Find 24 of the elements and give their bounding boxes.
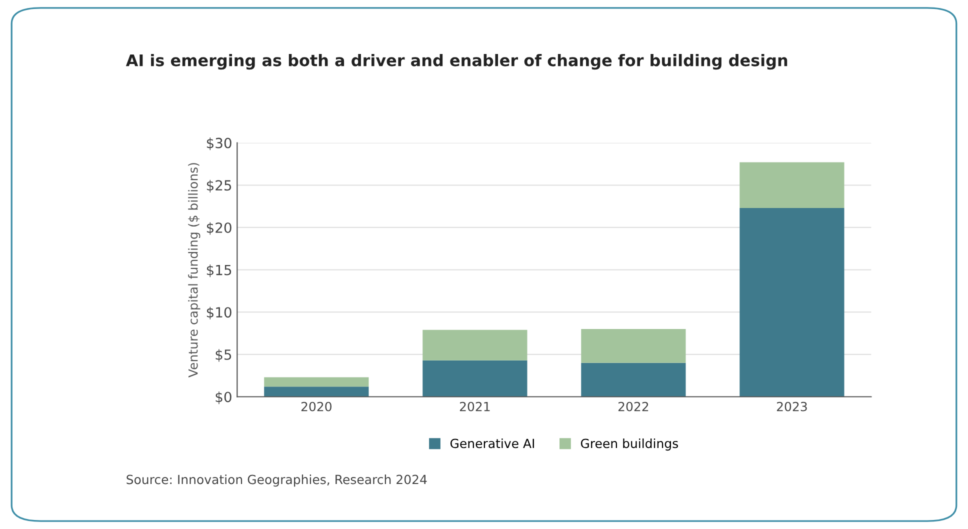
bar [422,360,528,397]
x-tick-label: 2023 [776,402,807,412]
y-tick-label: $20 [206,222,232,235]
x-tick-label: 2020 [301,402,332,412]
y-axis-title: Venture capital funding ($ billions) [188,163,200,378]
x-tick-label: 2022 [618,402,648,412]
x-tick-label: 2021 [460,402,490,412]
chart-title: AI is emerging as both a driver and enabler of change for building design [126,54,788,70]
bar [264,386,369,397]
y-tick-label: $0 [216,391,232,404]
y-tick-label: $5 [216,349,232,362]
legend-label: Generative AI [450,438,534,448]
y-tick-label: $30 [206,138,232,150]
bar [581,329,686,363]
legend-label: Green buildings [580,438,678,451]
bar [740,208,844,397]
bar [264,377,369,387]
y-tick-label: $25 [206,180,232,192]
bar [581,362,686,397]
bar [422,330,528,360]
y-tick-label: $10 [206,306,232,320]
bar [740,162,844,208]
y-tick-label: $15 [206,264,232,278]
source-note: Source: Innovation Geographies, Research 2024 [126,474,427,487]
